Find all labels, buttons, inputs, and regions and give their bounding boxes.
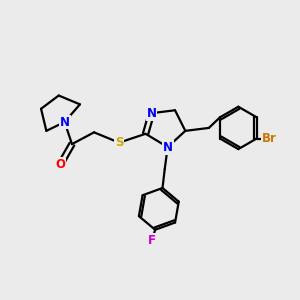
Text: N: N bbox=[163, 141, 173, 154]
Text: N: N bbox=[60, 116, 70, 128]
Text: S: S bbox=[115, 136, 123, 149]
Text: F: F bbox=[148, 234, 156, 247]
Text: N: N bbox=[146, 107, 157, 120]
Text: Br: Br bbox=[262, 132, 277, 145]
Text: O: O bbox=[55, 158, 65, 171]
